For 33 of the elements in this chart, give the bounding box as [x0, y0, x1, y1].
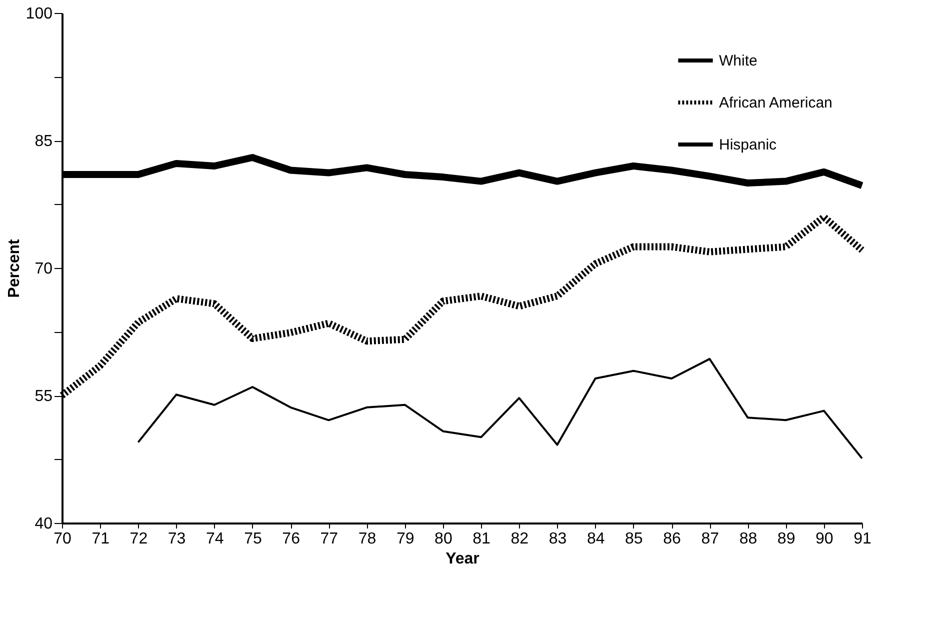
x-tick-label: 84 [586, 530, 605, 548]
x-tick-label: 77 [320, 530, 338, 548]
x-tick-label: 85 [625, 530, 643, 548]
y-tick-label: 100 [26, 6, 53, 22]
y-tick-label: 70 [34, 260, 53, 278]
y-tick-label: 55 [34, 388, 53, 405]
x-tick-label: 75 [244, 530, 262, 548]
legend-label: White [719, 52, 758, 70]
x-tick-label: 83 [548, 530, 567, 548]
x-tick-label: 72 [130, 530, 148, 548]
x-tick-label: 88 [739, 530, 758, 548]
x-tick-label: 87 [701, 530, 720, 548]
line-series [137, 358, 863, 460]
x-tick-label: 89 [777, 530, 796, 548]
legend-label: African American [719, 94, 832, 112]
y-axis-title: Percent [6, 238, 23, 298]
x-tick-label: 79 [396, 530, 414, 548]
legend-label: Hispanic [719, 136, 778, 154]
x-tick-label: 80 [434, 530, 452, 548]
x-tick-label: 70 [54, 530, 72, 548]
x-tick-label: 78 [358, 530, 376, 548]
x-tick-label: 76 [282, 530, 300, 548]
y-tick-label: 85 [34, 133, 53, 150]
x-tick-label: 71 [92, 530, 110, 548]
x-tick-label: 86 [663, 530, 682, 548]
y-tick-label: 40 [34, 516, 53, 532]
x-tick-label: 82 [510, 530, 529, 548]
x-tick-label: 91 [854, 530, 872, 548]
x-axis-title: Year [446, 550, 480, 568]
x-tick-label: 81 [472, 530, 491, 548]
x-tick-label: 90 [816, 530, 834, 548]
x-tick-label: 73 [168, 530, 186, 548]
x-tick-label: 74 [206, 530, 224, 548]
